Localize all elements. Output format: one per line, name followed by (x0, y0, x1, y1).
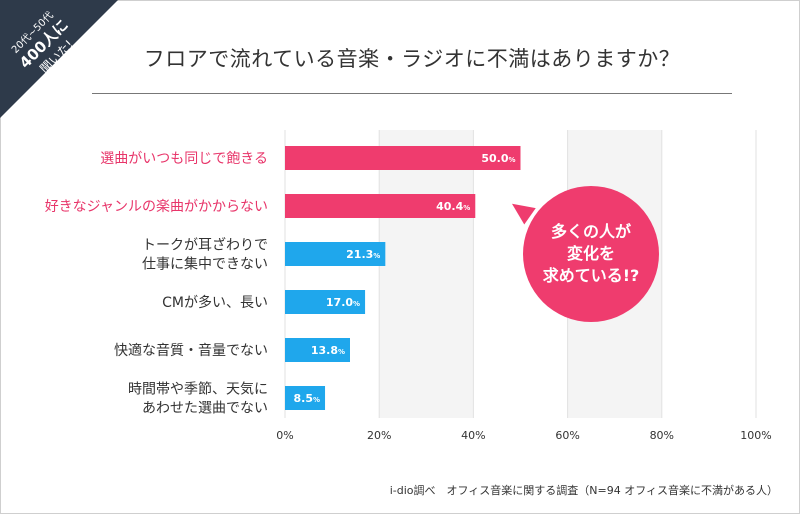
bars (285, 146, 521, 410)
category-label: 好きなジャンルの楽曲がかからない (45, 199, 268, 215)
category-label: 選曲がいつも同じで飽きる (100, 150, 268, 167)
bar-value-label: 50.0% (481, 152, 515, 165)
title-divider (92, 93, 732, 94)
bar-value-label: 40.4% (436, 200, 470, 213)
bar-value-label: 17.0% (326, 296, 360, 309)
category-label: トークが耳ざわりで (142, 237, 268, 254)
bar-value-label: 8.5% (294, 392, 321, 405)
x-tick-label: 80% (650, 429, 674, 442)
corner-badge: 20代~50代 400人に 聞いた! (0, 0, 118, 118)
bar (285, 338, 350, 362)
bar (285, 290, 366, 314)
x-axis-ticks: 0% 20% 40% 60% 80% 100% (276, 429, 771, 442)
category-label: あわせた選曲でない (142, 401, 268, 417)
callout-text: 多くの人が 変化を 求めている!? (543, 221, 640, 287)
bar (285, 194, 476, 218)
bar-value-label: 13.8% (311, 344, 345, 357)
category-label: 時間帯や季節、天気に (128, 381, 268, 398)
category-label: 仕事に集中できない (142, 256, 268, 273)
grid-band (379, 130, 474, 418)
value-labels: 50.0% 40.4% 21.3% 17.0% 13.8% 8.5% (294, 152, 516, 405)
source-note: i-dio調べ オフィス音楽に関する調査（N=94 オフィス音楽に不満がある人） (389, 484, 778, 497)
bar-value-label: 21.3% (346, 248, 380, 261)
x-tick-label: 40% (461, 429, 485, 442)
callout-line: 変化を (566, 244, 615, 263)
grid-bands (284, 130, 757, 418)
callout-line: 多くの人が (550, 222, 631, 241)
x-tick-label: 20% (367, 429, 391, 442)
category-labels: 選曲がいつも同じで飽きる好きなジャンルの楽曲がかからないトークが耳ざわりで仕事に… (45, 150, 268, 417)
bar (285, 386, 326, 410)
x-tick-label: 0% (276, 429, 293, 442)
x-tick-label: 100% (740, 429, 771, 442)
callout-bubble: 多くの人が 変化を 求めている!? (523, 186, 659, 322)
category-label: CMが多い、長い (162, 294, 268, 311)
corner-badge-bg (0, 0, 118, 118)
chart-title: フロアで流れている音楽・ラジオに不満はありますか？ (143, 47, 681, 71)
bar (285, 146, 521, 170)
x-tick-label: 60% (555, 429, 579, 442)
category-label: 快適な音質・音量でない (114, 342, 268, 359)
bar (285, 242, 386, 266)
callout-line: 求めている!? (542, 266, 640, 285)
